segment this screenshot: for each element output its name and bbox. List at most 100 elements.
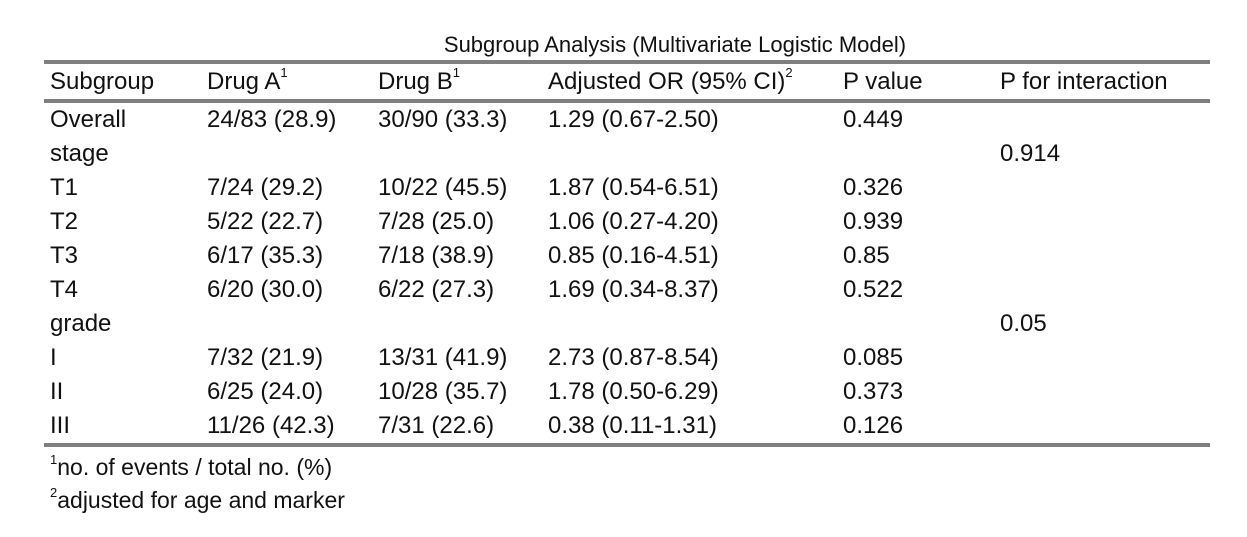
column-header-label: Drug B xyxy=(378,68,453,95)
table-row: T4 6/20 (30.0) 6/22 (27.3) 1.69 (0.34-8.37)… xyxy=(44,273,1210,307)
table-cell: T4 xyxy=(50,276,79,303)
table-cell: 24/83 (28.9) xyxy=(207,106,337,133)
bottom-rule xyxy=(44,443,1210,447)
table-cell: III xyxy=(50,412,71,439)
table-cell: 0.326 xyxy=(843,174,904,201)
table-cell: 0.522 xyxy=(843,276,904,303)
footnote-marker: 1 xyxy=(452,65,460,80)
footnote-marker: 1 xyxy=(280,65,288,80)
table-row: Overall 24/83 (28.9) 30/90 (33.3) 1.29 (0.6… xyxy=(44,103,1210,137)
table-cell xyxy=(542,137,837,171)
footnote-marker: 2 xyxy=(785,65,793,80)
column-header: Adjusted OR (95% CI)2 xyxy=(542,64,837,99)
footnotes: 1no. of events / total no. (%) 2adjusted … xyxy=(44,451,1210,517)
table-cell: 7/24 (29.2) xyxy=(207,174,324,201)
table-row: T1 7/24 (29.2) 10/22 (45.5) 1.87 (0.54-6.51… xyxy=(44,171,1210,205)
column-header: Drug B1 xyxy=(372,64,542,99)
table-cell: Overall xyxy=(50,106,127,133)
subgroup-table-body: Overall 24/83 (28.9) 30/90 (33.3) 1.29 (0.6… xyxy=(44,103,1210,443)
footnote-marker: 2 xyxy=(50,485,58,501)
table-row: grade 0.05 xyxy=(44,307,1210,341)
table-cell xyxy=(994,409,1210,443)
table-row: I 7/32 (21.9) 13/31 (41.9) 2.73 (0.87-8.54)… xyxy=(44,341,1210,375)
footnote-marker: 1 xyxy=(50,452,58,468)
table-cell: 0.38 (0.11-1.31) xyxy=(548,412,717,439)
table-cell: 2.73 (0.87-8.54) xyxy=(548,344,719,371)
header-row: Subgroup Drug A1 Drug B1 Adjusted OR (95% C… xyxy=(44,64,1210,99)
column-header: Subgroup xyxy=(44,64,201,99)
table-cell: 6/25 (24.0) xyxy=(207,378,324,405)
table-cell xyxy=(542,307,837,341)
table-cell xyxy=(372,307,542,341)
column-header-label: Drug A xyxy=(207,68,281,95)
table-row: II 6/25 (24.0) 10/28 (35.7) 1.78 (0.50-6.29… xyxy=(44,375,1210,409)
table-row: III 11/26 (42.3) 7/31 (22.6) 0.38 (0.11-1.3… xyxy=(44,409,1210,443)
table-cell: 7/32 (21.9) xyxy=(207,344,324,371)
table-cell: 7/31 (22.6) xyxy=(378,412,495,439)
table-cell: 10/28 (35.7) xyxy=(378,378,508,405)
column-header: P for interaction xyxy=(994,64,1210,99)
table-cell xyxy=(837,137,994,171)
table-row: T3 6/17 (35.3) 7/18 (38.9) 0.85 (0.16-4.51)… xyxy=(44,239,1210,273)
table-cell xyxy=(994,103,1210,137)
table-cell: 10/22 (45.5) xyxy=(378,174,508,201)
table-cell: 30/90 (33.3) xyxy=(378,106,508,133)
table-cell xyxy=(201,307,372,341)
table-row: T2 5/22 (22.7) 7/28 (25.0) 1.06 (0.27-4.20)… xyxy=(44,205,1210,239)
table-header: Subgroup Drug A1 Drug B1 Adjusted OR (95% C… xyxy=(44,64,1210,99)
column-header: Drug A1 xyxy=(201,64,372,99)
table-cell: 0.126 xyxy=(843,412,904,439)
table-cell: 5/22 (22.7) xyxy=(207,208,324,235)
table-cell xyxy=(372,137,542,171)
table-cell: 0.939 xyxy=(843,208,904,235)
table-cell xyxy=(994,205,1210,239)
footnote: 2adjusted for age and marker xyxy=(44,484,1210,517)
table-cell: I xyxy=(50,344,57,371)
subgroup-table: Subgroup Drug A1 Drug B1 Adjusted OR (95% C… xyxy=(44,64,1210,99)
table-cell: 0.449 xyxy=(843,106,904,133)
footnote: 1no. of events / total no. (%) xyxy=(44,451,1210,484)
table-cell: 6/22 (27.3) xyxy=(378,276,495,303)
column-header-label: Adjusted OR (95% CI) xyxy=(548,68,786,95)
table-cell xyxy=(994,171,1210,205)
table-cell: T3 xyxy=(50,242,79,269)
table-cell: II xyxy=(50,378,64,405)
table-cell: 0.373 xyxy=(843,378,904,405)
column-header-label: Subgroup xyxy=(50,68,155,95)
table-cell: T2 xyxy=(50,208,79,235)
top-rule xyxy=(44,60,1210,64)
column-header-label: P value xyxy=(843,68,923,95)
table-cell: 0.914 xyxy=(1000,140,1061,167)
column-header-label: P for interaction xyxy=(1000,68,1168,95)
table-cell: 1.87 (0.54-6.51) xyxy=(548,174,719,201)
table-cell xyxy=(994,239,1210,273)
table-cell: 6/20 (30.0) xyxy=(207,276,324,303)
table-container: Subgroup Analysis (Multivariate Logistic… xyxy=(44,30,1210,517)
table-cell: 13/31 (41.9) xyxy=(378,344,508,371)
table-cell: 1.78 (0.50-6.29) xyxy=(548,378,719,405)
table-cell: 7/18 (38.9) xyxy=(378,242,495,269)
table-cell: 0.085 xyxy=(843,344,904,371)
table-cell: grade xyxy=(50,310,112,337)
table-cell: 1.06 (0.27-4.20) xyxy=(548,208,719,235)
table-cell: 1.69 (0.34-8.37) xyxy=(548,276,719,303)
column-header: P value xyxy=(837,64,994,99)
table-cell: 6/17 (35.3) xyxy=(207,242,324,269)
table-cell: 1.29 (0.67-2.50) xyxy=(548,106,719,133)
table-cell xyxy=(994,375,1210,409)
table-cell xyxy=(837,307,994,341)
footnote-text: no. of events / total no. (%) xyxy=(57,454,333,480)
table-cell xyxy=(994,273,1210,307)
table-cell: T1 xyxy=(50,174,79,201)
table-title: Subgroup Analysis (Multivariate Logistic… xyxy=(443,32,907,57)
table-cell xyxy=(201,137,372,171)
table-cell: 11/26 (42.3) xyxy=(207,412,335,439)
table-cell: 0.85 (0.16-4.51) xyxy=(548,242,719,269)
table-cell: 0.05 xyxy=(1000,310,1047,337)
table-cell: 0.85 xyxy=(843,242,890,269)
table-row: stage 0.914 xyxy=(44,137,1210,171)
footnote-text: adjusted for age and marker xyxy=(57,487,345,513)
table-cell: 7/28 (25.0) xyxy=(378,208,495,235)
table-cell xyxy=(994,341,1210,375)
table-body: Overall 24/83 (28.9) 30/90 (33.3) 1.29 (0.6… xyxy=(44,103,1210,443)
